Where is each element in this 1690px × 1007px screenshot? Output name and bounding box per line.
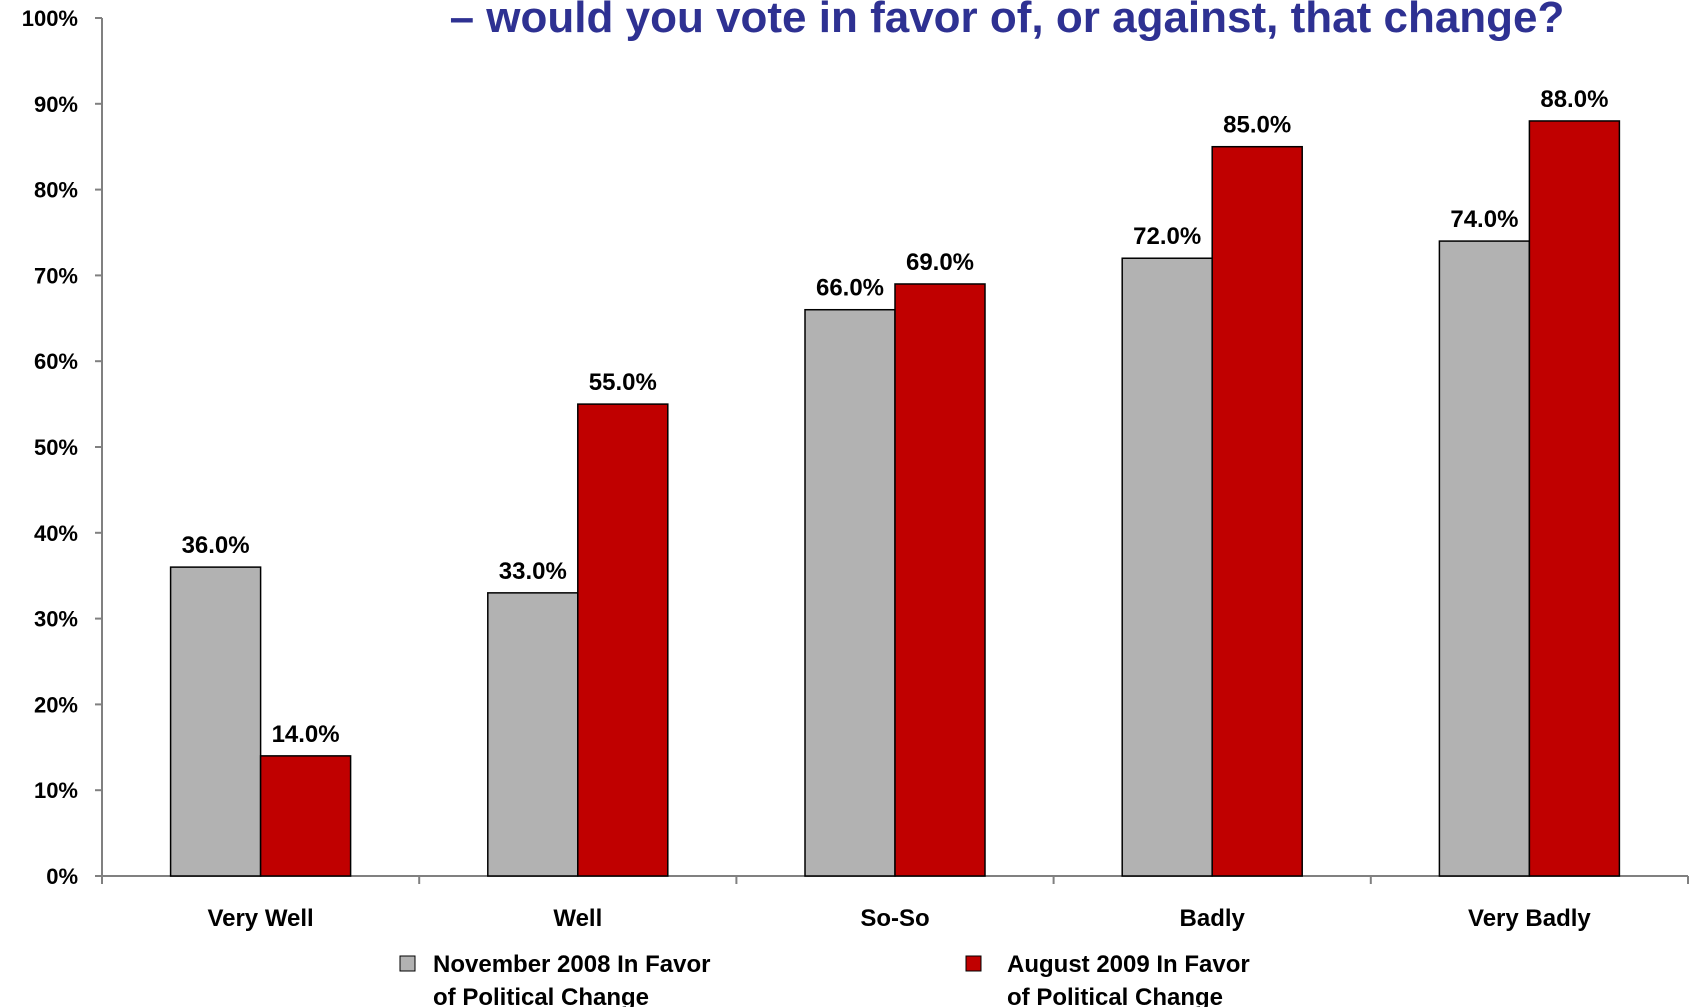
legend-label: August 2009 In Favor [1007,951,1250,978]
legend-swatch [399,955,416,972]
legend-label: of Political Change [433,984,649,1007]
bar [894,283,986,877]
bar [1121,257,1213,877]
category-label: Very Badly [1468,905,1591,932]
y-tick-label: 70% [34,263,78,288]
x-axis: Very Well Well So-So Badly Very Badly [101,875,1689,932]
y-tick-label: 20% [34,692,78,717]
y-tick-label: 10% [34,778,78,803]
data-label: 36.0% [182,532,250,559]
y-tick-label: 30% [34,607,78,632]
y-tick-label: 50% [34,435,78,460]
legend: November 2008 In Favor of Political Chang… [399,951,1250,1007]
y-axis: 0% 10% 20% 30% 40% 50% 60% 70% 80% 90% 100% [22,6,103,889]
data-label: 72.0% [1133,223,1201,250]
legend-label: of Political Change [1007,984,1223,1007]
y-tick-label: 100% [22,6,78,31]
category-label: Badly [1180,905,1246,932]
bar [1438,240,1531,877]
chart-title: – would you vote in favor of, or against… [450,0,1565,42]
data-label: 66.0% [816,275,884,302]
data-label: 55.0% [589,369,657,396]
data-label: 88.0% [1540,86,1608,113]
data-labels-group: 36.0% 14.0% 33.0% 55.0% 66.0% 69.0% 72.0% 85.0%… [182,86,1609,748]
data-label: 69.0% [906,249,974,276]
y-tick-label: 90% [34,92,78,117]
y-tick-label: 0% [46,864,78,889]
data-label: 85.0% [1223,112,1291,139]
data-label: 33.0% [499,558,567,585]
data-label: 14.0% [272,721,340,748]
y-tick-label: 60% [34,349,78,374]
bar [259,755,352,877]
legend-swatch [965,955,982,972]
category-label: So-So [860,905,929,932]
category-label: Well [553,905,602,932]
bar [487,592,579,877]
y-tick-label: 40% [34,521,78,546]
bars-group [169,120,1621,877]
legend-label: November 2008 In Favor [433,951,710,978]
bar [577,403,669,877]
bar [169,566,262,877]
category-label: Very Well [207,905,313,932]
data-label: 74.0% [1450,206,1518,233]
bar [1211,145,1303,877]
bar [1528,120,1621,877]
bar [804,308,896,877]
y-tick-label: 80% [34,178,78,203]
